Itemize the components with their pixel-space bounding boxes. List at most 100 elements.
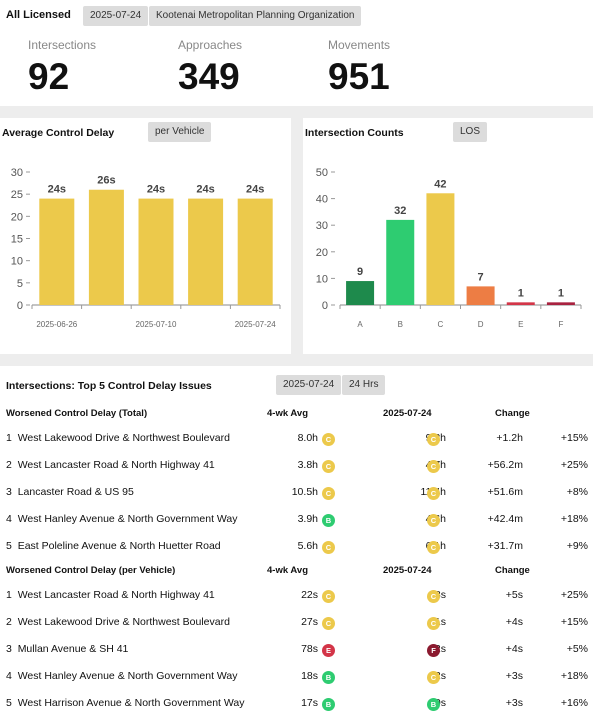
avg-value: 8.0h xyxy=(297,432,318,444)
change-percent: +25% xyxy=(560,459,588,471)
los-badge: C xyxy=(322,433,335,446)
table-row[interactable]: 4 West Hanley Avenue & North Government … xyxy=(0,664,593,691)
table-window-chip[interactable]: 24 Hrs xyxy=(342,375,386,395)
change-value: +3s xyxy=(505,670,523,682)
delay-chart-title: Average Control Delay xyxy=(2,127,115,139)
bar xyxy=(88,189,124,305)
intersection-name[interactable]: 4 West Hanley Avenue & North Government … xyxy=(6,670,238,682)
x-tick-label: E xyxy=(518,320,523,329)
change-value: +42.4m xyxy=(487,513,523,525)
bar xyxy=(138,198,174,305)
change-percent: +15% xyxy=(560,432,588,444)
delay-chart: 0 5 10 15 20 25 30 24s 2025-06-26 26s 24s 2025-07-1… xyxy=(11,167,281,329)
counts-chart: 0 10 20 30 40 50 9 A 32 B 42 C 7 D 1 E 1 F xyxy=(316,167,582,329)
intersection-label: West Lakewood Drive & Northwest Boulevar… xyxy=(17,432,230,444)
intersection-label: West Harrison Avenue & North Government … xyxy=(17,697,245,709)
metric-movements: Movements 951 xyxy=(328,38,390,96)
change-value: +51.6m xyxy=(487,486,523,498)
intersection-label: West Hanley Avenue & North Government Wa… xyxy=(17,670,238,682)
los-badge: C xyxy=(322,541,335,554)
table-row[interactable]: 1 West Lancaster Road & North Highway 41… xyxy=(0,583,593,610)
data-label: 9 xyxy=(357,266,363,278)
data-label: 24s xyxy=(246,184,264,196)
avg-value: 10.5h xyxy=(291,486,318,498)
per-vehicle-chip[interactable]: per Vehicle xyxy=(148,122,212,142)
x-tick-label: D xyxy=(478,320,484,329)
data-label: 42 xyxy=(434,178,446,190)
avg-value: 3.9h xyxy=(297,513,318,525)
los-badge: C xyxy=(427,590,440,603)
table-row[interactable]: 2 West Lancaster Road & North Highway 41… xyxy=(0,453,593,480)
intersection-name[interactable]: 1 West Lancaster Road & North Highway 41 xyxy=(6,589,215,601)
change-value: +56.2m xyxy=(487,459,523,471)
intersection-label: Lancaster Road & US 95 xyxy=(17,486,134,498)
data-label: 24s xyxy=(48,184,66,196)
change-percent: +8% xyxy=(566,486,588,498)
intersection-label: West Hanley Avenue & North Government Wa… xyxy=(17,513,238,525)
table-row[interactable]: 3 Lancaster Road & US 9510.5hC11.4hC+51.… xyxy=(0,480,593,507)
change-percent: +16% xyxy=(560,697,588,709)
y-tick-label: 30 xyxy=(316,220,328,232)
table-row[interactable]: 2 West Lakewood Drive & Northwest Boulev… xyxy=(0,610,593,637)
table-row[interactable]: 4 West Hanley Avenue & North Government … xyxy=(0,507,593,534)
change-value: +4s xyxy=(505,616,523,628)
los-badge: C xyxy=(427,617,440,630)
intersection-name[interactable]: 3 Lancaster Road & US 95 xyxy=(6,486,134,498)
table-row[interactable]: 3 Mullan Avenue & SH 4178sE82sF+4s+5% xyxy=(0,637,593,664)
table-date-chip[interactable]: 2025-07-24 xyxy=(276,375,342,395)
intersection-name[interactable]: 2 West Lancaster Road & North Highway 41 xyxy=(6,459,215,471)
metric-value: 92 xyxy=(28,56,70,97)
x-tick-label: F xyxy=(558,320,563,329)
intersection-name[interactable]: 1 West Lakewood Drive & Northwest Boulev… xyxy=(6,432,230,444)
section-header: Worsened Control Delay (Total) 4-wk Avg 20… xyxy=(0,404,593,431)
los-badge: C xyxy=(427,541,440,554)
avg-value: 17s xyxy=(301,697,318,709)
intersection-name[interactable]: 5 West Harrison Avenue & North Governmen… xyxy=(6,697,245,709)
y-tick-label: 10 xyxy=(11,256,23,268)
change-percent: +25% xyxy=(560,589,588,601)
metric-intersections: Intersections 92 xyxy=(28,38,96,96)
table-row[interactable]: 1 West Lakewood Drive & Northwest Boulev… xyxy=(0,426,593,453)
intersection-name[interactable]: 2 West Lakewood Drive & Northwest Boulev… xyxy=(6,616,230,628)
x-tick-label: 2025-07-24 xyxy=(235,320,276,329)
avg-value: 27s xyxy=(301,616,318,628)
col-header-avg: 4-wk Avg xyxy=(267,408,309,419)
y-tick-label: 0 xyxy=(322,300,328,312)
y-tick-label: 10 xyxy=(316,273,328,285)
bar xyxy=(546,302,575,305)
change-value: +3s xyxy=(505,697,523,709)
los-badge: C xyxy=(322,460,335,473)
col-header-avg: 4-wk Avg xyxy=(267,565,309,576)
los-badge: E xyxy=(322,644,335,657)
intersection-name[interactable]: 5 East Poleline Avenue & North Huetter R… xyxy=(6,540,221,552)
x-tick-label: 2025-07-10 xyxy=(136,320,177,329)
intersection-name[interactable]: 4 West Hanley Avenue & North Government … xyxy=(6,513,238,525)
change-percent: +18% xyxy=(560,513,588,525)
row-rank: 4 xyxy=(6,670,12,682)
y-tick-label: 20 xyxy=(316,247,328,259)
table-row[interactable]: 5 West Harrison Avenue & North Governmen… xyxy=(0,691,593,718)
los-badge: C xyxy=(427,487,440,500)
metric-label: Movements xyxy=(328,38,391,52)
avg-value: 5.6h xyxy=(297,540,318,552)
scope-title: All Licensed xyxy=(6,9,71,21)
date-chip[interactable]: 2025-07-24 xyxy=(83,6,149,26)
los-badge: B xyxy=(427,698,440,711)
los-badge: F xyxy=(427,644,440,657)
avg-value: 18s xyxy=(301,670,318,682)
y-tick-label: 0 xyxy=(17,300,23,312)
y-tick-label: 30 xyxy=(11,167,23,179)
row-rank: 1 xyxy=(6,432,12,444)
intersection-label: Mullan Avenue & SH 41 xyxy=(17,643,129,655)
row-rank: 1 xyxy=(6,589,12,601)
table-row[interactable]: 5 East Poleline Avenue & North Huetter R… xyxy=(0,534,593,561)
col-header-date: 2025-07-24 xyxy=(383,408,432,419)
los-chip[interactable]: LOS xyxy=(453,122,488,142)
bar xyxy=(188,198,224,305)
org-chip[interactable]: Kootenai Metropolitan Planning Organizat… xyxy=(149,6,362,26)
los-badge: B xyxy=(322,514,335,527)
intersection-name[interactable]: 3 Mullan Avenue & SH 41 xyxy=(6,643,128,655)
col-header-change: Change xyxy=(495,408,530,419)
los-badge: C xyxy=(322,487,335,500)
x-tick-label: A xyxy=(357,320,363,329)
